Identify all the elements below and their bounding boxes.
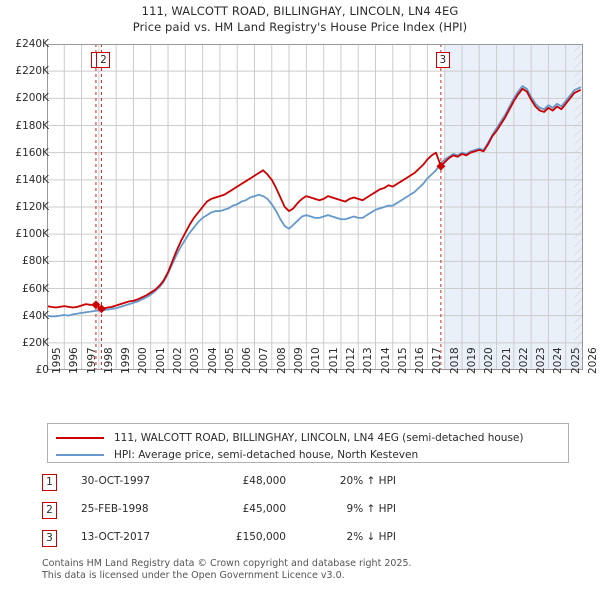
chart-svg: [47, 44, 583, 370]
x-axis-tick-label: 2009: [293, 347, 306, 374]
x-axis-tick-label: 2004: [206, 347, 219, 374]
x-axis-tick-label: 2015: [396, 347, 409, 374]
x-axis-tick-label: 2006: [241, 347, 254, 374]
y-axis-tick-label: £180K: [15, 119, 49, 132]
y-axis-tick-label: £60K: [22, 282, 49, 295]
line-swatch-icon: [56, 454, 104, 456]
plot-border: [47, 44, 583, 370]
line-swatch-icon: [56, 437, 104, 439]
chart-title-secondary: Price paid vs. HM Land Registry's House …: [132, 20, 468, 34]
y-axis-tick-label: £120K: [15, 201, 49, 213]
chart-event-flag-3[interactable]: 3: [435, 52, 450, 69]
legend-item-label: HPI: Average price, semi-detached house,…: [114, 449, 419, 461]
legend-item: HPI: Average price, semi-detached house,…: [48, 445, 568, 465]
x-axis-tick-label: 2019: [465, 347, 478, 374]
x-axis-tick-label: 2018: [448, 347, 461, 374]
x-axis-tick-label: 2008: [275, 347, 288, 374]
transaction-index-badge: 2: [42, 502, 57, 519]
chart-plot-area: [47, 44, 583, 370]
y-axis-tick-label: £200K: [15, 92, 49, 105]
sale-point-marker-1[interactable]: [91, 300, 101, 310]
x-axis-tick-label: 2025: [569, 347, 582, 374]
sale-point-marker-3[interactable]: [436, 161, 446, 171]
y-axis-tick-label: £20K: [22, 336, 49, 349]
transaction-hpi-delta: 2% ↓ HPI: [346, 531, 396, 543]
x-axis-tick-label: 2014: [379, 347, 392, 374]
transaction-date: 13-OCT-2017: [81, 531, 150, 543]
y-axis-tick-label: £100K: [15, 228, 49, 241]
transaction-hpi-delta: 9% ↑ HPI: [346, 503, 396, 515]
x-axis-tick-label: 2016: [414, 347, 427, 374]
series-line: [47, 87, 581, 310]
x-axis-tick-label: 2013: [362, 347, 375, 374]
footer-line-licence: This data is licensed under the Open Gov…: [42, 570, 345, 581]
x-axis-tick-label: 2024: [552, 347, 565, 374]
y-axis-tick-label: £240K: [15, 38, 49, 50]
legend-item-label: 111, WALCOTT ROAD, BILLINGHAY, LINCOLN, …: [114, 432, 524, 444]
y-axis-tick-label: £160K: [15, 146, 49, 159]
x-axis-tick-label: 2023: [535, 347, 548, 374]
transaction-date: 30-OCT-1997: [81, 475, 150, 487]
x-axis-tick-label: 2012: [344, 347, 357, 374]
table-row[interactable]: 1 30-OCT-1997 £48,000 20% ↑ HPI: [42, 470, 462, 498]
transaction-date: 25-FEB-1998: [81, 503, 149, 515]
table-row[interactable]: 2 25-FEB-1998 £45,000 9% ↑ HPI: [42, 498, 462, 526]
x-axis-tick-label: 1996: [68, 347, 81, 374]
table-row[interactable]: 3 13-OCT-2017 £150,000 2% ↓ HPI: [42, 526, 462, 554]
transaction-index-badge: 1: [42, 474, 57, 491]
x-axis-tick-label: 2011: [327, 347, 340, 374]
x-axis-tick-label: 2002: [172, 347, 185, 374]
footer-attribution: Contains HM Land Registry data © Crown c…: [42, 558, 582, 582]
x-axis-tick-label: 2022: [517, 347, 530, 374]
y-axis-tick-label: £0: [35, 364, 49, 376]
x-axis-tick-label: 2021: [500, 347, 513, 374]
x-axis-tick-label: 2005: [223, 347, 236, 374]
chart-legend: 111, WALCOTT ROAD, BILLINGHAY, LINCOLN, …: [47, 423, 569, 463]
transaction-price: £45,000: [242, 503, 286, 515]
transaction-price: £150,000: [235, 531, 286, 543]
x-axis-tick-label: 2003: [189, 347, 202, 374]
x-axis-tick-label: 2000: [137, 347, 150, 374]
y-axis-tick-label: £40K: [22, 309, 49, 322]
x-axis-tick-label: 2026: [587, 347, 599, 374]
transactions-table: 1 30-OCT-1997 £48,000 20% ↑ HPI 2 25-FEB-1998…: [42, 470, 462, 554]
x-axis-tick-label: 1997: [85, 347, 98, 374]
x-axis-tick-label: 1998: [102, 347, 115, 374]
y-axis-tick-label: £220K: [15, 65, 49, 78]
x-axis-tick-label: 1999: [120, 347, 133, 374]
future-period-hatching: [574, 44, 583, 370]
sale-point-marker-2[interactable]: [97, 304, 106, 314]
x-axis-tick-label: 2007: [258, 347, 271, 374]
transaction-hpi-delta: 20% ↑ HPI: [339, 475, 396, 487]
legend-item: 111, WALCOTT ROAD, BILLINGHAY, LINCOLN, …: [48, 428, 568, 448]
y-axis-tick-label: £140K: [15, 173, 49, 186]
x-axis-tick-label: 2001: [154, 347, 167, 374]
chart-event-flag-2[interactable]: 2: [96, 52, 111, 69]
transaction-price: £48,000: [242, 475, 286, 487]
x-axis-tick-label: 1995: [51, 347, 63, 374]
chart-title-primary: 111, WALCOTT ROAD, BILLINGHAY, LINCOLN, …: [141, 4, 459, 18]
x-axis-tick-label: 2010: [310, 347, 323, 374]
page-title: 111, WALCOTT ROAD, BILLINGHAY, LINCOLN, …: [0, 3, 600, 35]
transaction-index-badge: 3: [42, 530, 57, 547]
y-axis-tick-label: £80K: [22, 255, 49, 268]
footer-line-copyright: Contains HM Land Registry data © Crown c…: [42, 558, 412, 569]
x-axis-tick-label: 2020: [483, 347, 496, 374]
x-axis-tick-label: 2017: [431, 347, 444, 374]
